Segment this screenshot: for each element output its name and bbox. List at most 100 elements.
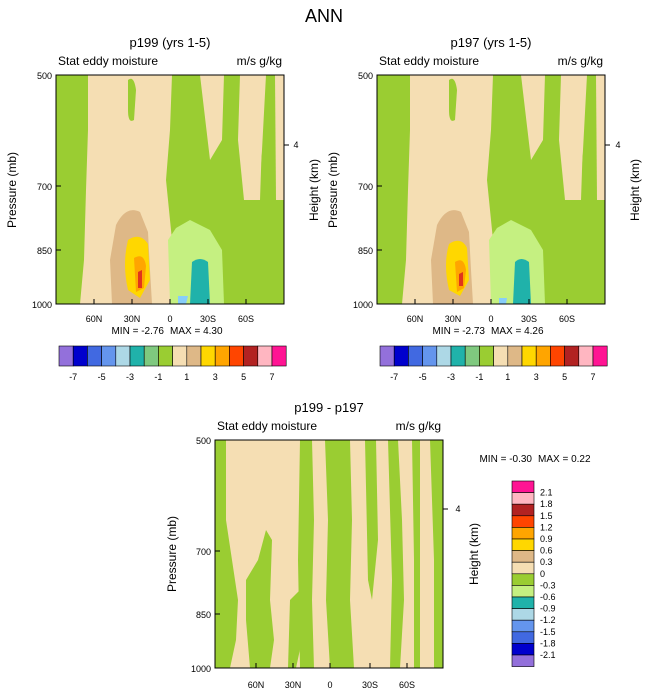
x-tick-label: 30N — [285, 680, 302, 690]
colorbar-swatch — [511, 527, 535, 540]
y-tick-label: 500 — [37, 71, 52, 81]
colorbar-label: 1.8 — [540, 499, 553, 509]
x-tick-label: 30S — [521, 314, 537, 324]
colorbar-swatch — [511, 480, 535, 493]
x-tick-label: 60N — [86, 314, 103, 324]
max-label: MAX = 4.26 — [491, 326, 544, 337]
colorbar-swatch — [393, 345, 409, 367]
colorbar-swatch — [511, 538, 535, 551]
colorbar-label: 7 — [590, 372, 595, 382]
x-tick-label: 60S — [238, 314, 254, 324]
colorbar-swatch — [172, 345, 188, 367]
left-label: Stat eddy moisture — [58, 54, 158, 68]
colorbar-label: -7 — [390, 372, 398, 382]
colorbar-swatch — [422, 345, 438, 367]
colorbar-swatch — [511, 654, 535, 667]
colorbar-swatch — [535, 345, 551, 367]
colorbar-swatch — [564, 345, 580, 367]
colorbar-swatch — [511, 503, 535, 517]
colorbar-label: -0.6 — [540, 592, 556, 602]
colorbar-difference: 2.11.8 1.51.2 0.9 0.60.3 0-0.3 -0.6 -0.9-1.2 -1… — [511, 480, 556, 667]
colorbar-label: 0.9 — [540, 534, 553, 544]
y-tick-label: 850 — [37, 246, 52, 256]
colorbar-swatch — [200, 345, 216, 367]
colorbar-swatch — [101, 345, 117, 367]
colorbar-swatch — [158, 345, 173, 367]
max-label: MAX = 4.30 — [170, 326, 223, 337]
panel-title: p197 (yrs 1-5) — [451, 35, 532, 50]
colorbar-label: 7 — [269, 372, 274, 382]
colorbar-swatch — [511, 608, 535, 621]
colorbar-swatch — [511, 585, 535, 598]
colorbar-swatch — [511, 515, 535, 528]
y-tick-label: 850 — [196, 610, 211, 620]
colorbar-swatch — [464, 345, 480, 367]
colorbar-swatch — [521, 345, 537, 367]
colorbar-label: 2.1 — [540, 488, 553, 498]
y-tick-label: 500 — [196, 436, 211, 446]
colorbar-label: -3 — [447, 372, 455, 382]
colorbar-swatch — [493, 345, 509, 367]
y-right-tick-label: 4 — [455, 504, 460, 514]
colorbar-swatch — [214, 345, 230, 367]
colorbar-label: -2.1 — [540, 650, 556, 660]
x-axis: 60N 30N 0 30S 60S — [86, 299, 254, 324]
y-right-tick-label: 4 — [615, 140, 620, 150]
colorbar-label: -1.5 — [540, 627, 556, 637]
colorbar-swatch — [511, 596, 535, 609]
contour-field-difference — [215, 440, 443, 668]
colorbar-swatch — [578, 345, 594, 367]
colorbar-label: -0.3 — [540, 580, 556, 590]
y-tick-label: 500 — [358, 71, 373, 81]
colorbar-label: 5 — [241, 372, 246, 382]
colorbar-swatch — [72, 345, 88, 367]
y-tick-label: 1000 — [353, 300, 373, 310]
colorbar-swatch — [511, 573, 535, 586]
colorbar-label: -1.8 — [540, 638, 556, 648]
colorbar-swatch — [408, 345, 423, 367]
panel-title: p199 - p197 — [294, 400, 363, 415]
y-tick-label: 700 — [37, 182, 52, 192]
colorbar-swatch — [257, 345, 273, 367]
x-axis: 60N 30N 0 30S 60S — [248, 663, 415, 690]
y-axis: 500 700 850 1000 Pressure (mb) — [326, 71, 382, 310]
y-axis-right-label: Height (km) — [467, 523, 481, 585]
colorbar-label: 3 — [534, 372, 539, 382]
colorbar-label: -3 — [126, 372, 134, 382]
x-tick-label: 30S — [200, 314, 216, 324]
colorbar-swatch — [511, 619, 535, 633]
y-axis-right-label: Height (km) — [307, 159, 321, 221]
colorbar-swatch — [511, 643, 535, 656]
colorbar-label: -5 — [98, 372, 106, 382]
colorbar-label: -1.2 — [540, 615, 556, 625]
colorbar-swatch — [143, 345, 159, 367]
x-tick-label: 60S — [559, 314, 575, 324]
colorbar-swatch — [186, 345, 202, 367]
y-axis: 500 700 850 1000 Pressure (mb) — [165, 436, 220, 674]
contour-field-p197 — [377, 75, 605, 304]
x-axis: 60N 30N 0 30S 60S — [407, 299, 575, 324]
colorbar-label: 1.5 — [540, 511, 553, 521]
colorbar-swatch — [511, 631, 535, 644]
min-label: MIN = -2.73 — [432, 326, 485, 337]
colorbar-label: 1 — [505, 372, 510, 382]
y-tick-label: 700 — [196, 547, 211, 557]
y-axis-right: 4 Height (km) — [605, 140, 642, 221]
colorbar-swatch — [507, 345, 523, 367]
y-axis-label: Pressure (mb) — [326, 152, 340, 228]
colorbar-label: 1 — [184, 372, 189, 382]
x-tick-label: 0 — [167, 314, 172, 324]
colorbar-swatch — [450, 345, 466, 367]
right-label: m/s g/kg — [558, 54, 603, 68]
colorbar-p199: -7 -5 -3 -1 1 3 5 7 — [58, 345, 287, 382]
x-tick-label: 60S — [399, 680, 415, 690]
panel-p199: p199 (yrs 1-5) Stat eddy moisture m/s g/… — [5, 35, 321, 382]
right-label: m/s g/kg — [396, 419, 441, 433]
colorbar-label: -5 — [419, 372, 427, 382]
y-axis: 500 700 850 1000 Pressure (mb) — [5, 71, 61, 310]
min-label: MIN = -0.30 — [479, 454, 532, 465]
y-tick-label: 1000 — [191, 664, 211, 674]
colorbar-label: -0.9 — [540, 604, 556, 614]
colorbar-swatch — [58, 345, 74, 367]
